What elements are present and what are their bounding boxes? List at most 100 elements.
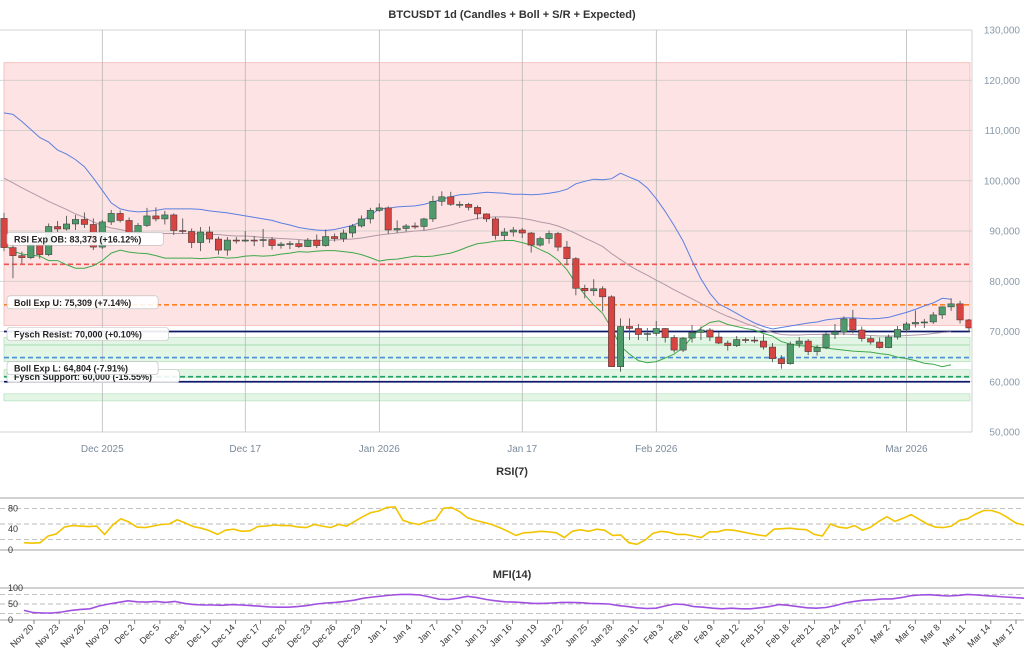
candle-body xyxy=(518,229,526,234)
sr-zone-1 xyxy=(3,369,971,379)
candle-body xyxy=(474,207,482,215)
candle-body xyxy=(876,341,884,348)
candle-body xyxy=(340,232,348,239)
candle-body xyxy=(465,204,473,208)
candle-body xyxy=(223,239,231,251)
candles xyxy=(0,191,973,372)
candle-body xyxy=(733,339,741,346)
candle-body xyxy=(947,303,955,308)
candle-body xyxy=(956,303,964,321)
x-tick-label: Jan 17 xyxy=(507,444,537,455)
panel-y-tick-label: 80 xyxy=(8,503,18,513)
candle-body xyxy=(599,288,607,298)
candle-body xyxy=(0,218,8,248)
bollinger-upper xyxy=(3,112,952,330)
candle-body xyxy=(652,328,660,334)
candle-body xyxy=(286,243,294,245)
candle-body xyxy=(536,238,544,246)
x-tick-label: Dec 17 xyxy=(229,444,261,455)
candle-body xyxy=(965,319,973,329)
candle-body xyxy=(885,336,893,348)
candle-body xyxy=(9,247,17,256)
candle-body xyxy=(456,204,464,206)
candle-body xyxy=(706,329,714,338)
candle-body xyxy=(938,306,946,316)
candle-body xyxy=(63,223,71,230)
rsi-axes: 0 40 80 xyxy=(8,503,18,555)
candle-body xyxy=(357,218,365,227)
candle-body xyxy=(724,342,732,346)
candle-body xyxy=(617,326,624,367)
candle-body xyxy=(143,215,151,226)
candle-body xyxy=(429,201,437,220)
candle-body xyxy=(304,239,312,247)
candle-body xyxy=(688,332,696,339)
candle-body xyxy=(795,340,803,345)
y-tick-label: 70,000 xyxy=(989,327,1020,338)
candle-body xyxy=(813,347,821,352)
y-tick-label: 50,000 xyxy=(989,428,1020,439)
y-tick-label: 120,000 xyxy=(984,76,1021,87)
y-tick-label: 80,000 xyxy=(989,277,1020,288)
mfi-series xyxy=(23,593,1024,614)
candle-body xyxy=(590,288,598,292)
panel-y-tick-label: 0 xyxy=(8,545,13,555)
candle-body xyxy=(188,231,196,243)
rsi-exp-ob-label: RSI Exp OB: 83,373 (+16.12%) xyxy=(14,234,141,244)
candle-body xyxy=(822,334,830,348)
mfi-panel-title: MFI(14) xyxy=(493,569,532,581)
candle-body xyxy=(259,239,267,241)
fysch-resist-label-box xyxy=(6,327,169,341)
candle-body xyxy=(840,318,848,333)
candle-body xyxy=(80,219,88,225)
candle-body xyxy=(349,225,356,234)
rsi-series xyxy=(23,505,1024,546)
candle-body xyxy=(384,207,392,231)
candle-body xyxy=(786,343,794,364)
panel-y-tick-label: 100 xyxy=(8,583,23,593)
candle-body xyxy=(170,214,178,231)
candle-body xyxy=(402,225,410,229)
y-tick-label: 90,000 xyxy=(989,227,1020,238)
candle-body xyxy=(858,329,866,339)
candle-body xyxy=(36,243,44,255)
candle-body xyxy=(179,230,187,232)
candle-body xyxy=(241,239,249,242)
candle-body xyxy=(72,219,79,225)
candle-body xyxy=(643,333,651,335)
candle-body xyxy=(902,323,910,330)
candle-body xyxy=(634,328,642,335)
candle-body xyxy=(125,220,133,234)
candle-body xyxy=(661,328,669,338)
candle-body xyxy=(697,329,705,333)
mfi-axes: 0 50 100 xyxy=(8,583,23,625)
candle-body xyxy=(554,233,562,248)
rsi-exp-ob-label-box xyxy=(6,232,164,246)
sr-zone-3 xyxy=(3,337,971,345)
candle-body xyxy=(483,213,490,220)
sr-zone-4 xyxy=(3,62,971,326)
candle-body xyxy=(849,318,857,331)
candle-body xyxy=(18,255,26,258)
candle-body xyxy=(491,218,499,236)
candle-body xyxy=(929,314,937,323)
candle-body xyxy=(411,225,419,228)
candle-body xyxy=(608,296,616,367)
candle-body xyxy=(54,226,62,230)
candle-body xyxy=(804,340,812,352)
panel-y-tick-label: 50 xyxy=(8,599,18,609)
panel-y-tick-label: 40 xyxy=(8,524,18,534)
candle-body xyxy=(911,322,919,325)
y-tick-label: 100,000 xyxy=(984,176,1021,187)
candle-body xyxy=(107,213,115,223)
sr-zones xyxy=(3,62,971,402)
candle-body xyxy=(197,231,205,243)
panel-y-tick-label: 0 xyxy=(8,615,13,625)
candle-body xyxy=(313,239,321,246)
candle-body xyxy=(581,288,589,292)
y-tick-label: 130,000 xyxy=(984,26,1021,37)
candle-body xyxy=(742,339,750,341)
candle-body xyxy=(375,207,383,211)
rsi-panel-title: RSI(7) xyxy=(496,466,528,478)
